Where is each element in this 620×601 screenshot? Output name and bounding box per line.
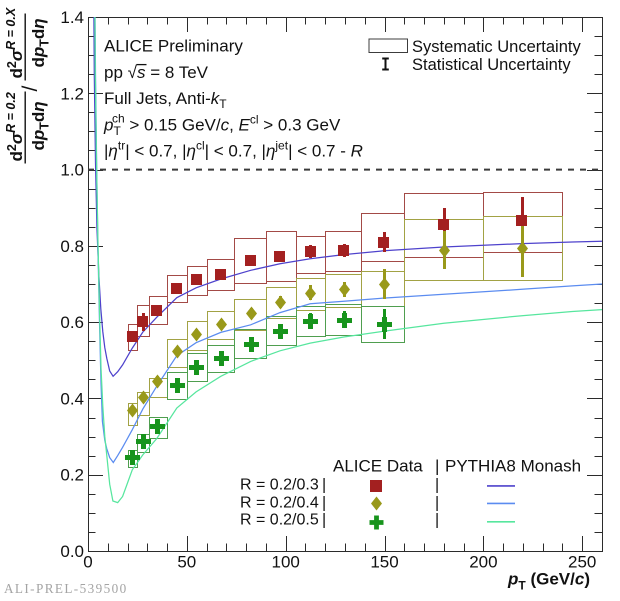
svg-text:|: | (322, 512, 326, 529)
svg-text:ALI-PREL-539500: ALI-PREL-539500 (4, 581, 128, 596)
svg-text:0.6: 0.6 (60, 313, 84, 332)
svg-text:pTch > 0.15 GeV/c, Ecl > 0.3 G: pTch > 0.15 GeV/c, Ecl > 0.3 GeV (103, 111, 341, 138)
svg-text:0.4: 0.4 (60, 389, 84, 408)
svg-text:0.2: 0.2 (60, 466, 84, 485)
svg-text:|: | (435, 494, 439, 511)
svg-text:250: 250 (568, 553, 596, 572)
svg-text:0.8: 0.8 (60, 237, 84, 256)
svg-text:|: | (435, 512, 439, 529)
svg-text:|: | (435, 457, 439, 476)
svg-text:pT (GeV/c): pT (GeV/c) (507, 570, 590, 593)
svg-text:|: | (322, 494, 326, 511)
svg-text:100: 100 (272, 553, 300, 572)
svg-text:50: 50 (177, 553, 196, 572)
svg-text:Statistical Uncertainty: Statistical Uncertainty (412, 56, 571, 74)
svg-text:0: 0 (83, 553, 92, 572)
svg-text:R = 0.2/0.5: R = 0.2/0.5 (240, 512, 319, 529)
svg-text:d2σR = 0.X: d2σR = 0.X (4, 7, 26, 78)
svg-text:Systematic Uncertainty: Systematic Uncertainty (412, 38, 581, 56)
svg-text:PYTHIA8 Monash: PYTHIA8 Monash (445, 457, 581, 476)
svg-text:1.4: 1.4 (60, 8, 84, 27)
svg-text:pp √s = 8 TeV: pp √s = 8 TeV (104, 63, 209, 82)
svg-text:/: / (19, 86, 42, 92)
svg-text:|: | (322, 477, 326, 494)
svg-text:150: 150 (370, 553, 398, 572)
svg-text:|ηtr| < 0.7, |ηcl| < 0.7, |ηje: |ηtr| < 0.7, |ηcl| < 0.7, |ηjet| < 0.7 -… (104, 139, 363, 161)
svg-text:R = 0.2/0.3: R = 0.2/0.3 (240, 477, 319, 494)
svg-text:dpTdη: dpTdη (29, 101, 52, 150)
svg-text:Full Jets, Anti-kT: Full Jets, Anti-kT (104, 89, 227, 111)
svg-text:ALICE Data: ALICE Data (333, 457, 423, 476)
svg-text:1.2: 1.2 (60, 84, 84, 103)
svg-text:200: 200 (469, 553, 497, 572)
svg-text:|: | (435, 477, 439, 494)
svg-text:R = 0.2/0.4: R = 0.2/0.4 (240, 494, 319, 511)
svg-text:0.0: 0.0 (60, 542, 84, 561)
svg-text:dpTdη: dpTdη (29, 18, 52, 67)
svg-text:1.0: 1.0 (60, 161, 84, 180)
svg-text:ALICE Preliminary: ALICE Preliminary (104, 37, 243, 56)
